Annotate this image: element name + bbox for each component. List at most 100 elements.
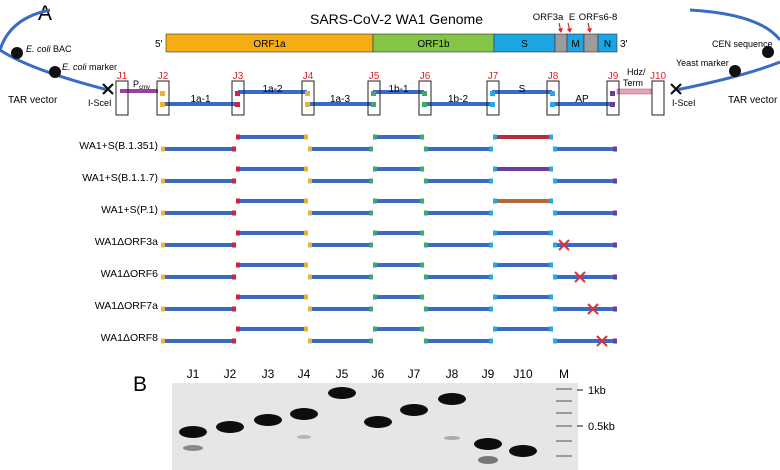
construct-fragment — [427, 307, 490, 311]
junction-box-J1 — [115, 80, 129, 116]
isce-right-label: I-SceI — [672, 98, 696, 108]
construct-junction-marker — [161, 178, 165, 184]
construct-junction-marker — [420, 230, 424, 236]
junction-box-J6 — [418, 80, 432, 116]
construct-label: WA1+S(P.1) — [101, 204, 158, 216]
genome-segment-orfs6-8 — [583, 33, 599, 53]
construct-fragment — [311, 147, 370, 151]
genome-segment-label: N — [604, 39, 611, 50]
junction-marker — [235, 91, 240, 96]
gel-lane-label: J8 — [446, 367, 459, 381]
gel-band — [438, 393, 466, 405]
construct-junction-marker — [236, 198, 240, 204]
construct-junction-marker — [373, 294, 377, 300]
construct-junction-marker — [489, 274, 493, 280]
junction-marker — [371, 91, 376, 96]
construct-junction-marker — [549, 198, 553, 204]
construct-fragment — [556, 179, 614, 183]
construct-fragment — [427, 243, 490, 247]
tar-vector-right-label: TAR vector — [728, 95, 778, 106]
construct-junction-marker — [369, 178, 373, 184]
construct-junction-marker — [489, 306, 493, 312]
construct-junction-marker — [232, 210, 236, 216]
construct-junction-marker — [613, 146, 617, 152]
tar-vector-left-arc-lower — [0, 48, 109, 92]
construct-label: WA1+S(B.1.351) — [79, 140, 158, 152]
junction-marker — [610, 102, 615, 107]
construct-fragment — [556, 307, 614, 311]
construct-junction-marker — [161, 242, 165, 248]
junction-box-J7 — [486, 80, 500, 116]
construct-junction-marker — [236, 166, 240, 172]
construct-fragment — [376, 199, 421, 203]
gel-lane-label: J10 — [513, 367, 533, 381]
construct-fragment — [556, 147, 614, 151]
gel-lane-label: J5 — [336, 367, 349, 381]
construct-fragment — [239, 327, 305, 331]
junction-label: J5 — [369, 71, 380, 82]
gel-band-faint — [444, 436, 460, 440]
construct-junction-marker — [613, 178, 617, 184]
construct-junction-marker — [373, 230, 377, 236]
construct-junction-marker — [308, 146, 312, 152]
fragment-1a-2 — [238, 90, 307, 94]
construct-junction-marker — [304, 230, 308, 236]
construct-junction-marker — [308, 242, 312, 248]
construct-fragment — [239, 231, 305, 235]
junction-marker — [160, 102, 165, 107]
junction-box-J10 — [651, 80, 665, 116]
construct-junction-marker — [308, 306, 312, 312]
marker-label: 0.5kb — [588, 421, 615, 433]
gel-band — [400, 404, 428, 416]
construct-junction-marker — [424, 210, 428, 216]
construct-junction-marker — [549, 230, 553, 236]
construct-fragment — [239, 199, 305, 203]
construct-junction-marker — [424, 274, 428, 280]
construct-junction-marker — [613, 210, 617, 216]
construct-junction-marker — [549, 166, 553, 172]
junction-label: J7 — [488, 71, 499, 82]
construct-junction-marker — [161, 306, 165, 312]
construct-junction-marker — [553, 338, 557, 344]
gel-lane-label: M — [559, 367, 569, 381]
ecoli-bac-label: E. coli BAC — [26, 44, 72, 54]
gel-lane-label: J7 — [408, 367, 421, 381]
construct-junction-marker — [420, 326, 424, 332]
construct-junction-marker — [308, 274, 312, 280]
gel-band-faint — [478, 456, 498, 464]
junction-box-J4 — [301, 80, 315, 116]
junction-label: J10 — [650, 71, 667, 82]
fragment-label: 1a-3 — [330, 94, 350, 105]
construct-junction-marker — [493, 262, 497, 268]
construct-junction-marker — [161, 274, 165, 280]
construct-fragment — [556, 275, 614, 279]
term-label: Term — [623, 78, 643, 88]
construct-fragment — [376, 167, 421, 171]
construct-junction-marker — [369, 242, 373, 248]
construct-junction-marker — [424, 242, 428, 248]
genome-segment-label: ORF1a — [253, 39, 286, 50]
junction-label: J2 — [158, 71, 169, 82]
construct-fragment — [311, 307, 370, 311]
construct-fragment — [496, 327, 550, 331]
construct-junction-marker — [308, 210, 312, 216]
construct-fragment — [164, 275, 233, 279]
ladder-band — [556, 425, 572, 427]
fragment-S — [492, 90, 552, 94]
fragment-1b-1 — [373, 90, 424, 94]
genome-3prime: 3' — [620, 39, 628, 50]
construct-fragment — [376, 231, 421, 235]
construct-junction-marker — [553, 146, 557, 152]
junction-label: J3 — [233, 71, 244, 82]
tar-vector-left-arc — [0, 8, 51, 51]
fragment-1a-1 — [163, 102, 238, 106]
fragment-label: 1b-1 — [388, 84, 408, 95]
construct-junction-marker — [236, 230, 240, 236]
construct-fragment — [311, 339, 370, 343]
isce-left-label: I-SceI — [88, 98, 112, 108]
arrowhead-icon — [587, 28, 592, 33]
ladder-band — [556, 412, 572, 414]
gel-band — [328, 387, 356, 399]
construct-junction-marker — [420, 262, 424, 268]
junction-box-J5 — [367, 80, 381, 116]
